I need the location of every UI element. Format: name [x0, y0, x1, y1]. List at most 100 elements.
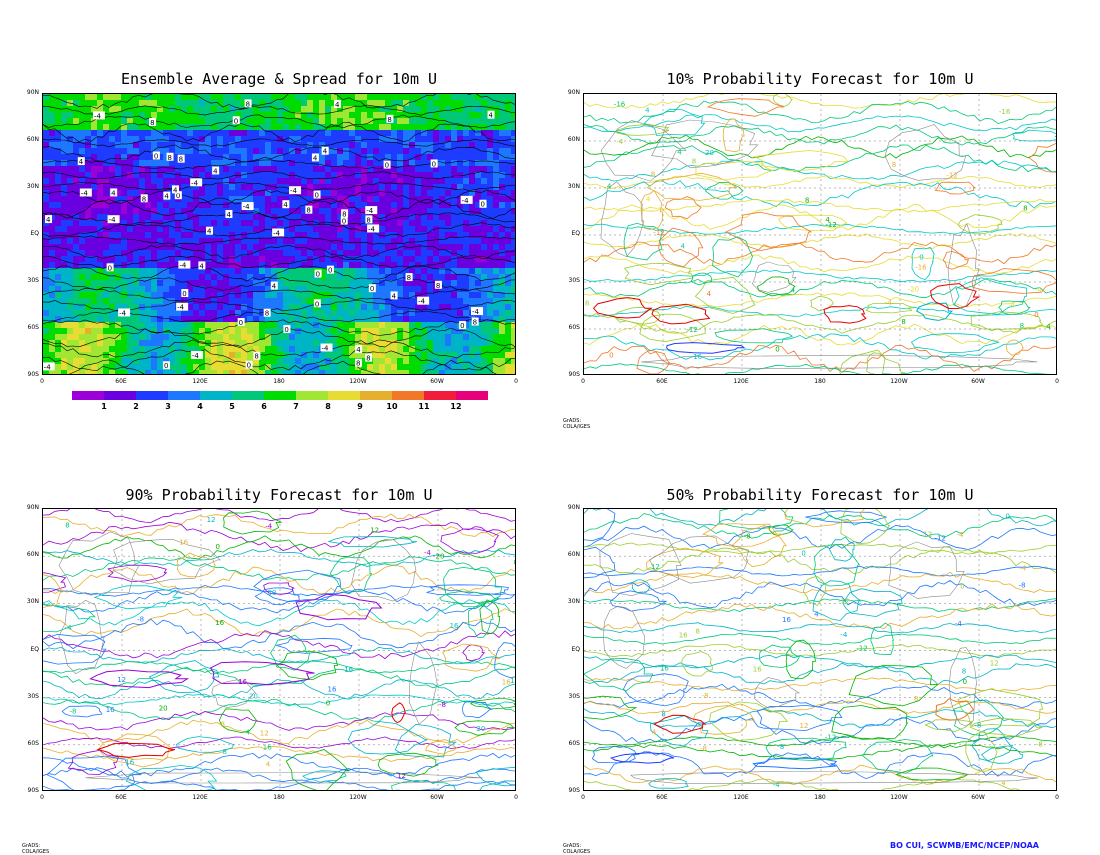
heatmap-cell [421, 316, 427, 322]
heatmap-cell [265, 100, 271, 106]
heatmap-cell [127, 172, 133, 178]
heatmap-cell [403, 124, 409, 130]
heatmap-cell [151, 250, 157, 256]
heatmap-cell [199, 202, 205, 208]
heatmap-cell [403, 208, 409, 214]
heatmap-cell [463, 130, 469, 136]
heatmap-cell [295, 208, 301, 214]
heatmap-cell [67, 136, 73, 142]
heatmap-cell [163, 370, 169, 374]
heatmap-cell [373, 100, 379, 106]
heatmap-cell [505, 370, 511, 374]
heatmap-cell [325, 274, 331, 280]
heatmap-cell [433, 130, 439, 136]
heatmap-cell [49, 154, 55, 160]
heatmap-cell [241, 250, 247, 256]
contour-label-bg [321, 146, 329, 155]
heatmap-cell [73, 358, 79, 364]
heatmap-cell [355, 286, 361, 292]
y-tick-label: 90N [26, 504, 39, 511]
heatmap-cell [181, 358, 187, 364]
heatmap-cell [427, 244, 433, 250]
heatmap-cell [211, 346, 217, 352]
heatmap-cell [301, 238, 307, 244]
heatmap-cell [241, 328, 247, 334]
y-tick-label: EQ [30, 230, 39, 237]
heatmap-cell [121, 346, 127, 352]
heatmap-cell [259, 106, 265, 112]
heatmap-cell [391, 340, 397, 346]
heatmap-cell [427, 268, 433, 274]
heatmap-cell [115, 178, 121, 184]
heatmap-cell [55, 274, 61, 280]
heatmap-cell [421, 292, 427, 298]
heatmap-cell [511, 208, 515, 214]
heatmap-cell [277, 142, 283, 148]
heatmap-cell [361, 226, 367, 232]
heatmap-cell [127, 94, 133, 100]
heatmap-cell [49, 310, 55, 316]
heatmap-cell [235, 184, 241, 190]
heatmap-cell [379, 178, 385, 184]
heatmap-cell [61, 160, 67, 166]
heatmap-cell [85, 268, 91, 274]
heatmap-cell [289, 364, 295, 370]
heatmap-cell [379, 322, 385, 328]
heatmap-cell [457, 94, 463, 100]
heatmap-cell [163, 148, 169, 154]
heatmap-cell [283, 148, 289, 154]
heatmap-cell [343, 340, 349, 346]
heatmap-cell [253, 148, 259, 154]
heatmap-cell [193, 202, 199, 208]
heatmap-cell [223, 226, 229, 232]
heatmap-cell [403, 280, 409, 286]
heatmap-cell [421, 322, 427, 328]
heatmap-cell [223, 202, 229, 208]
contour-label: 4 [677, 149, 682, 157]
heatmap-cell [349, 352, 355, 358]
contour-line [953, 699, 1005, 737]
heatmap-cell [115, 334, 121, 340]
heatmap-cell [505, 244, 511, 250]
heatmap-cell [313, 238, 319, 244]
contour-label-bg [320, 343, 333, 352]
heatmap-cell [469, 106, 475, 112]
heatmap-cell [505, 172, 511, 178]
heatmap-cell [121, 124, 127, 130]
heatmap-cell [121, 292, 127, 298]
heatmap-cell [331, 124, 337, 130]
heatmap-cell [391, 166, 397, 172]
heatmap-cell [415, 118, 421, 124]
contour-label-bg [244, 99, 252, 108]
heatmap-cell [355, 292, 361, 298]
heatmap-cell [445, 208, 451, 214]
heatmap-cell [295, 256, 301, 262]
heatmap-cell [61, 190, 67, 196]
heatmap-cell [493, 154, 499, 160]
heatmap-cell [103, 184, 109, 190]
heatmap-cell [205, 238, 211, 244]
heatmap-cell [433, 268, 439, 274]
heatmap-cell [73, 178, 79, 184]
heatmap-cell [367, 100, 373, 106]
heatmap-cell [241, 118, 247, 124]
heatmap-cell [199, 250, 205, 256]
heatmap-cell [49, 118, 55, 124]
heatmap-cell [475, 280, 481, 286]
heatmap-cell [433, 142, 439, 148]
heatmap-cell [421, 160, 427, 166]
heatmap-cell [253, 232, 259, 238]
heatmap-cell [181, 370, 187, 374]
heatmap-cell [49, 208, 55, 214]
heatmap-cell [469, 340, 475, 346]
heatmap-cell [493, 316, 499, 322]
heatmap-cell [307, 358, 313, 364]
heatmap-cell [109, 292, 115, 298]
heatmap-cell [229, 124, 235, 130]
heatmap-cell [349, 262, 355, 268]
heatmap-cell [61, 328, 67, 334]
heatmap-cell [259, 226, 265, 232]
heatmap-cell [241, 196, 247, 202]
contour-line [442, 643, 501, 672]
